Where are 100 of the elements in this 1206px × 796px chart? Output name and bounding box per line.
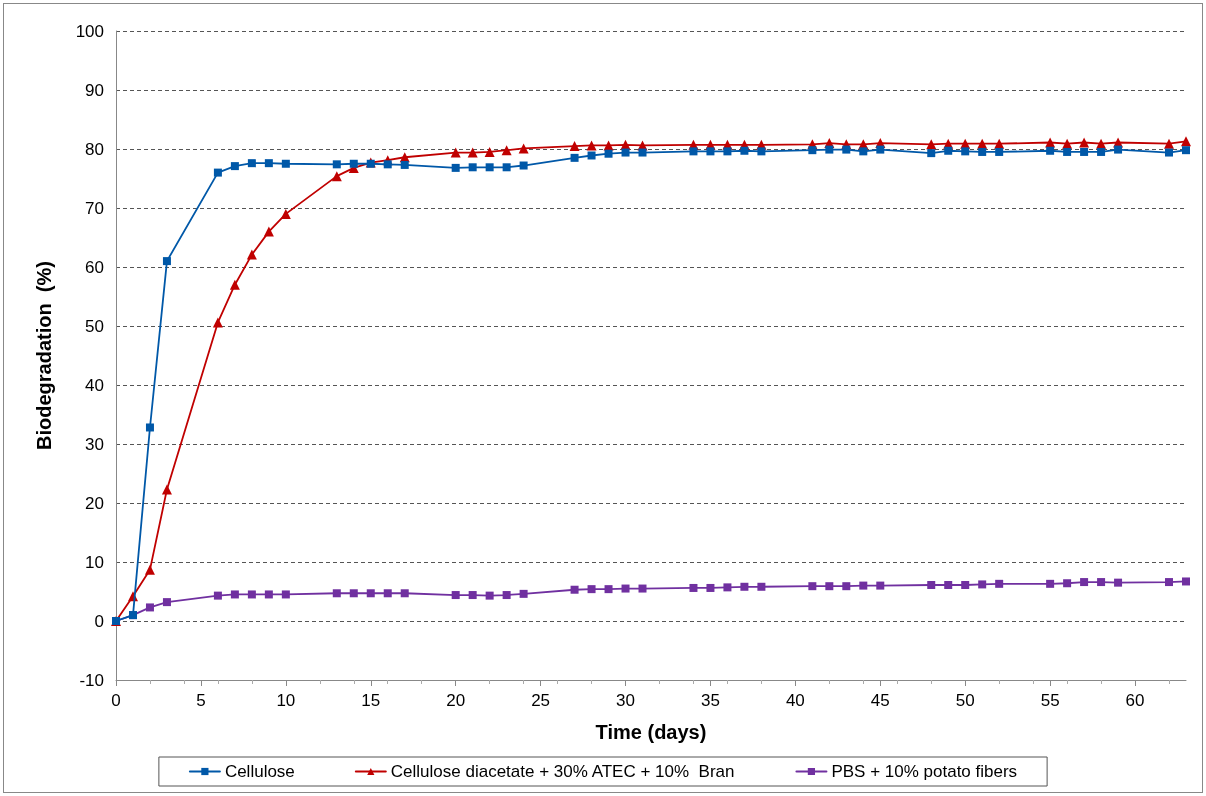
x-tick-label: 0 [111,691,121,710]
point [961,147,970,156]
point [451,163,460,172]
point [383,160,392,169]
point [144,564,155,575]
point [1063,579,1072,588]
point [162,257,171,266]
point [502,591,511,600]
point [247,590,256,599]
point [1164,138,1175,149]
point [1097,578,1106,587]
y-tick-label: 60 [85,257,104,277]
point [502,163,511,172]
x-tick-label: 55 [1040,691,1060,710]
point [570,585,579,594]
point [587,151,596,160]
point [740,146,749,155]
point [944,146,953,155]
y-tick-label: 0 [94,611,104,631]
point [519,589,528,598]
point [723,583,732,592]
point [586,140,597,151]
point [808,582,817,591]
x-tick-label: 30 [616,691,635,710]
y-axis-title: Biodegradation (%) [33,261,55,450]
point [1182,577,1190,586]
point [229,279,240,290]
x-tick-label: 5 [196,691,206,710]
point [468,591,477,600]
point [587,585,596,594]
point [451,591,460,600]
x-tick-label: 40 [785,691,805,710]
point [977,138,988,149]
point [825,145,834,154]
point [162,598,171,607]
point [604,585,613,594]
point [1165,148,1174,157]
point [621,148,630,157]
point [961,581,970,590]
point [569,141,580,152]
point [264,590,273,599]
point [1080,147,1089,156]
point [995,147,1004,156]
point [927,581,936,590]
point [1063,147,1072,156]
point [1045,137,1056,148]
point [501,145,512,156]
point [281,159,290,168]
y-tick-label: -10 [79,670,104,690]
point [1114,145,1123,154]
point [723,147,732,156]
point [485,591,494,600]
point [876,581,885,590]
y-tick-label: 70 [85,198,104,218]
point [467,147,478,158]
point [842,582,851,591]
x-tick-label: 60 [1125,691,1145,710]
point [1080,578,1089,587]
point [230,590,239,599]
point [518,143,529,154]
point [400,589,409,598]
point [349,159,358,168]
point [331,171,342,182]
point [859,581,868,590]
point [145,603,154,612]
point [1181,136,1191,147]
point [485,163,494,172]
point [450,147,461,158]
x-tick-label: 10 [276,691,296,710]
point [638,148,647,157]
point [706,147,715,156]
point [519,161,528,170]
x-tick-label: 15 [361,691,381,710]
y-tick-label: 100 [75,21,104,41]
point [1165,578,1174,587]
point [280,208,291,219]
x-tick-label: 20 [446,691,466,710]
point [825,582,834,591]
point [213,168,222,177]
point [757,582,766,591]
point [332,160,341,169]
point [366,589,375,598]
point [281,590,290,599]
point [484,146,495,157]
point [689,147,698,156]
point [230,162,239,171]
point [1062,138,1073,149]
y-tick-label: 10 [85,552,104,572]
y-tick-label: 80 [85,139,104,159]
point [400,160,409,169]
x-tick-label: 45 [870,691,890,710]
y-tick-label: 20 [85,493,104,513]
point [1097,147,1106,156]
point [621,584,630,593]
y-tick-label: 30 [85,434,104,454]
point [740,582,749,591]
point [978,580,987,589]
y-tick-label: 50 [85,316,104,336]
point [247,159,256,168]
point [757,147,766,156]
